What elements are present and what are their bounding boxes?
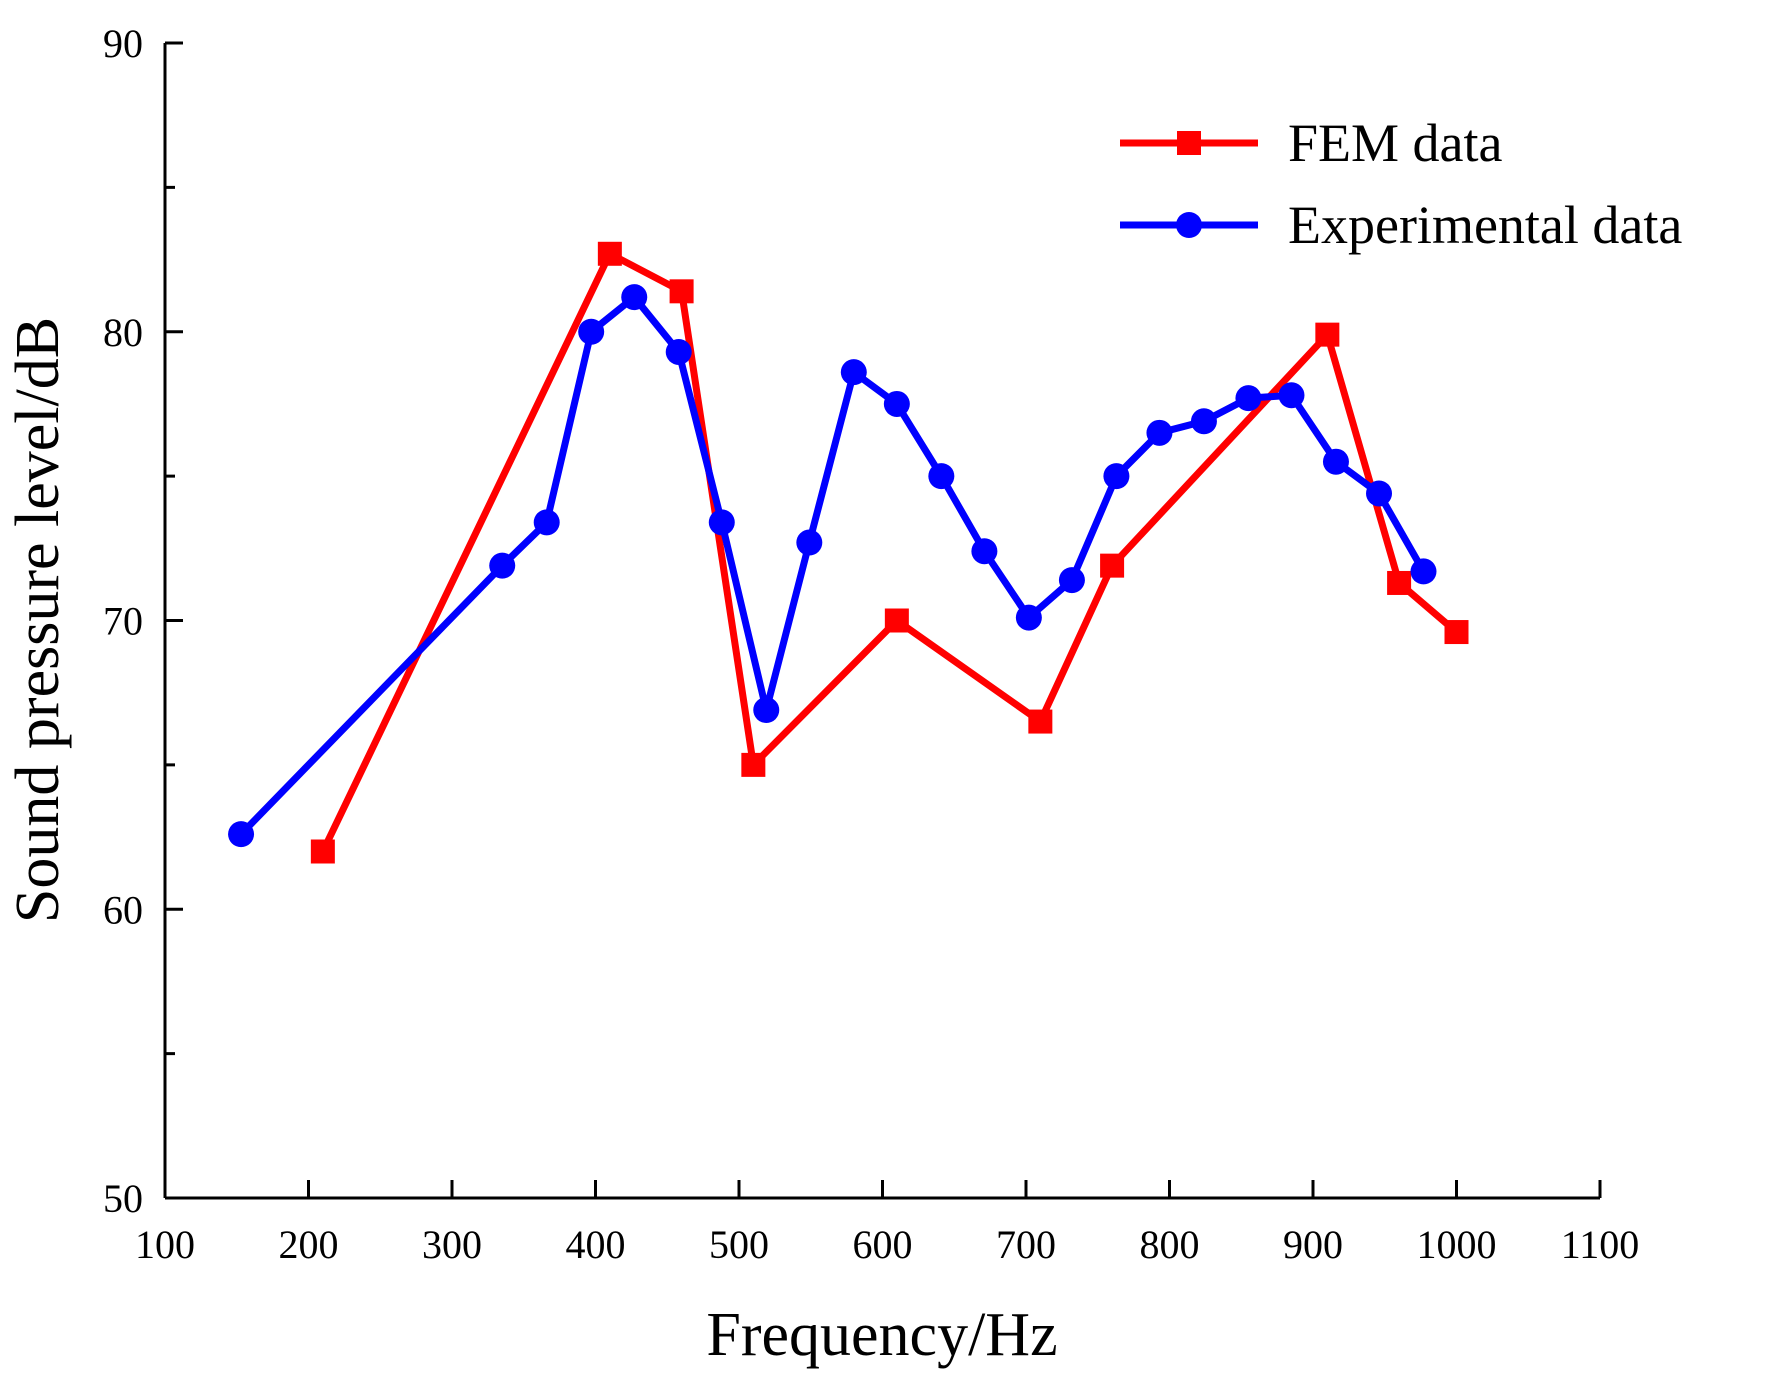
legend-marker-experimental-data — [1176, 212, 1202, 238]
x-tick-label: 600 — [853, 1222, 913, 1267]
point-experimental-data — [796, 529, 823, 556]
point-experimental-data — [621, 284, 648, 311]
point-fem-data — [1387, 570, 1412, 595]
point-experimental-data — [228, 821, 255, 848]
point-fem-data — [884, 608, 909, 633]
point-experimental-data — [578, 318, 605, 345]
x-tick-label: 1000 — [1417, 1222, 1497, 1267]
point-fem-data — [310, 839, 335, 864]
point-experimental-data — [1366, 480, 1393, 507]
y-ticks: 50 60 70 80 90 — [103, 21, 183, 1221]
point-experimental-data — [489, 552, 516, 579]
legend: FEM data Experimental data — [1120, 113, 1682, 255]
y-tick-label: 90 — [103, 21, 143, 66]
point-experimental-data — [1015, 604, 1042, 631]
y-tick-label: 60 — [103, 887, 143, 932]
point-experimental-data — [533, 509, 560, 536]
series-line-fem-data — [319, 250, 1459, 854]
point-fem-data — [597, 241, 622, 266]
point-fem-data — [1028, 709, 1053, 734]
x-tick-label: 300 — [422, 1222, 482, 1267]
point-fem-data — [741, 752, 766, 777]
legend-item-fem-data: FEM data — [1120, 113, 1503, 173]
x-tick-label: 400 — [566, 1222, 626, 1267]
point-experimental-data — [1410, 558, 1437, 585]
x-axis-title: Frequency/Hz — [706, 1301, 1057, 1369]
point-experimental-data — [1058, 567, 1085, 594]
legend-label-fem-data: FEM data — [1288, 113, 1503, 173]
x-tick-label: 900 — [1283, 1222, 1343, 1267]
point-fem-data — [1444, 620, 1469, 645]
legend-marker-fem-data — [1177, 131, 1201, 155]
y-tick-label: 80 — [103, 310, 143, 355]
series-group — [228, 241, 1469, 864]
x-tick-label: 500 — [709, 1222, 769, 1267]
series-experimental-data — [228, 284, 1437, 848]
x-tick-label: 700 — [996, 1222, 1056, 1267]
y-tick-label: 70 — [103, 599, 143, 644]
y-axis-title: Sound pressure level/dB — [4, 317, 72, 923]
x-tick-label: 1100 — [1561, 1222, 1640, 1267]
point-experimental-data — [971, 538, 998, 565]
point-experimental-data — [665, 338, 692, 365]
series-line-experimental-data — [238, 293, 1427, 837]
x-ticks: 100 200 300 400 500 600 700 800 900 1000 1100 — [135, 1180, 1639, 1267]
point-experimental-data — [1278, 382, 1305, 409]
point-experimental-data — [1190, 408, 1217, 435]
point-fem-data — [1315, 322, 1340, 347]
point-experimental-data — [1103, 463, 1130, 490]
y-tick-label: 50 — [103, 1176, 143, 1221]
point-experimental-data — [1146, 419, 1173, 446]
legend-label-experimental-data: Experimental data — [1288, 195, 1682, 255]
legend-item-experimental-data: Experimental data — [1120, 195, 1682, 255]
point-experimental-data — [1235, 385, 1262, 412]
point-experimental-data — [840, 359, 867, 386]
point-experimental-data — [928, 463, 955, 490]
x-tick-label: 800 — [1140, 1222, 1200, 1267]
point-experimental-data — [753, 697, 780, 724]
x-tick-label: 200 — [279, 1222, 339, 1267]
point-experimental-data — [708, 509, 735, 536]
point-experimental-data — [1322, 448, 1349, 475]
series-fem-data — [310, 241, 1469, 864]
point-fem-data — [1100, 553, 1125, 578]
point-experimental-data — [883, 390, 910, 417]
x-tick-label: 100 — [135, 1222, 195, 1267]
point-fem-data — [669, 279, 694, 304]
